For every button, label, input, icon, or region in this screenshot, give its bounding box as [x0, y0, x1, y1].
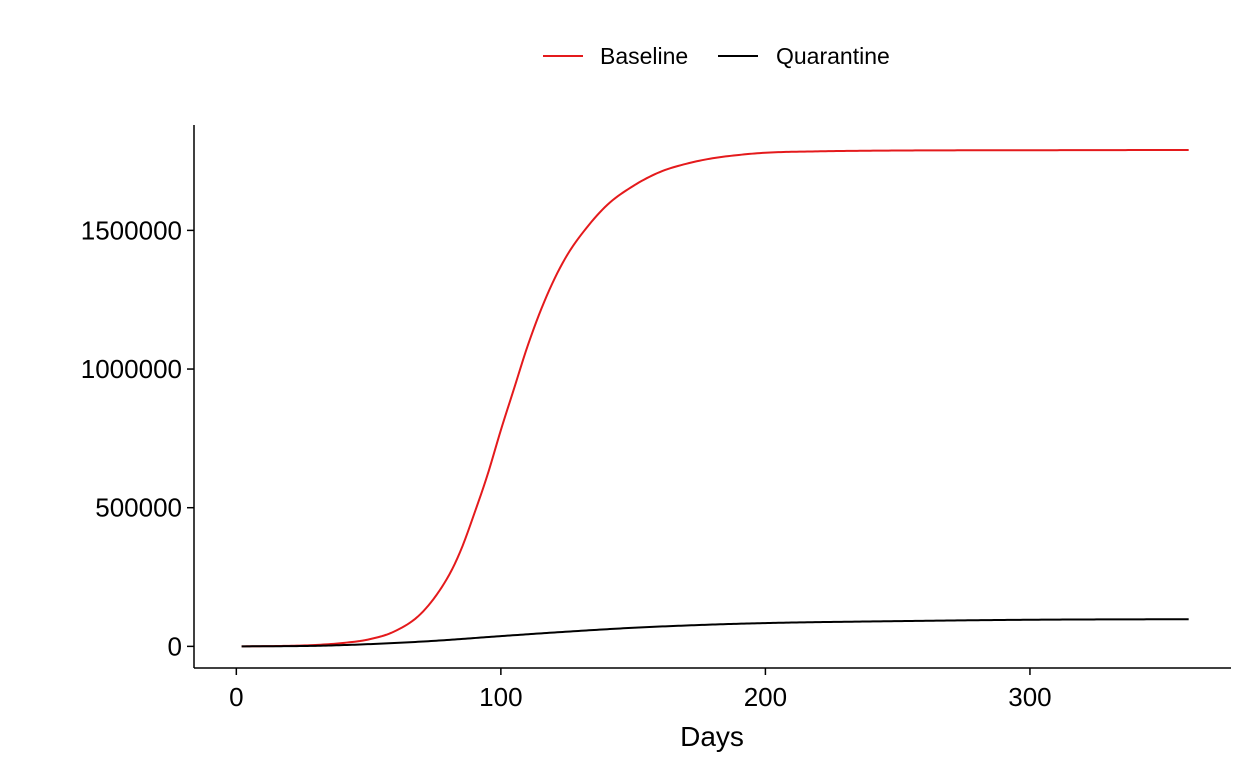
x-tick-label: 300 — [1008, 682, 1051, 712]
series-line-baseline — [241, 148, 1189, 648]
y-tick-label: 500000 — [95, 493, 182, 523]
x-tick-label: 200 — [744, 682, 787, 712]
series-lines — [241, 148, 1189, 648]
x-axis-ticks: 0 100 200 300 — [229, 668, 1052, 712]
y-tick-label: 1000000 — [81, 354, 182, 384]
legend-label-baseline: Baseline — [600, 43, 688, 69]
legend: Baseline Quarantine — [543, 43, 890, 69]
series-line-quarantine — [241, 618, 1189, 648]
x-axis-title: Days — [680, 721, 744, 752]
x-tick-label: 0 — [229, 682, 243, 712]
y-axis-ticks: 0 500000 1000000 1500000 — [81, 215, 194, 661]
y-tick-label: 0 — [168, 631, 182, 661]
x-tick-label: 100 — [479, 682, 522, 712]
y-tick-label: 1500000 — [81, 215, 182, 245]
legend-label-quarantine: Quarantine — [776, 43, 890, 69]
